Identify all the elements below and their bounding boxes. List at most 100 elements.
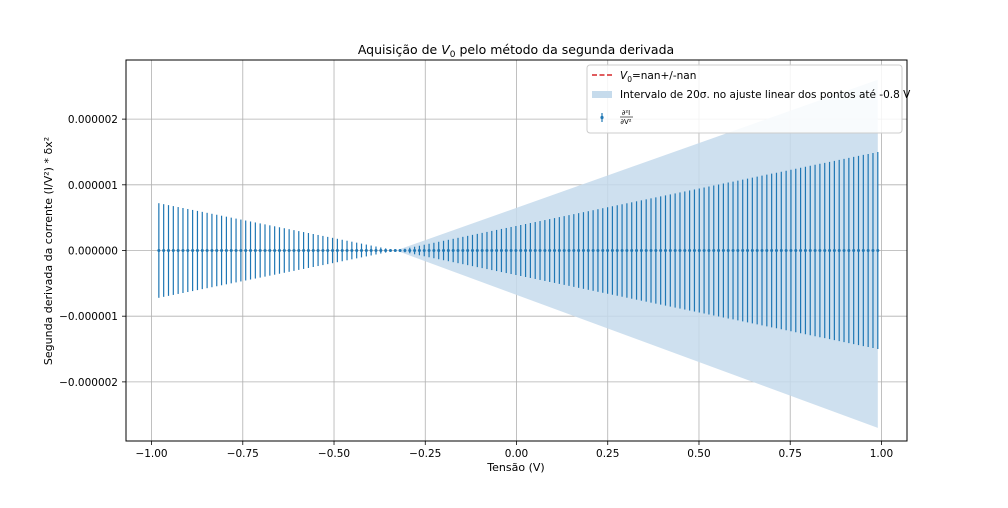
data-point: [432, 249, 436, 252]
data-point: [586, 249, 590, 252]
data-point: [799, 249, 803, 252]
data-point: [553, 249, 557, 252]
data-point: [828, 249, 832, 252]
data-point: [779, 249, 783, 252]
data-point: [210, 249, 214, 252]
legend-v0-label: V0=nan+/-nan: [620, 70, 696, 84]
data-point: [731, 249, 735, 252]
data-point: [702, 249, 706, 252]
data-point: [427, 249, 431, 252]
data-point: [741, 249, 745, 252]
data-point: [350, 249, 354, 252]
data-point: [239, 249, 243, 252]
chart-title: Aquisição de V0 pelo método da segunda d…: [358, 42, 674, 60]
data-point: [524, 249, 528, 252]
legend-band-swatch: [592, 91, 612, 98]
y-tick-label: 0.000002: [68, 114, 118, 126]
data-point: [601, 249, 605, 252]
data-point: [615, 249, 619, 252]
data-point: [499, 249, 503, 252]
data-point: [273, 249, 277, 252]
data-point: [774, 249, 778, 252]
x-tick-label: 0.25: [596, 448, 619, 460]
data-point: [461, 249, 465, 252]
data-point: [326, 249, 330, 252]
data-point: [673, 249, 677, 252]
data-point: [249, 249, 253, 252]
data-point: [408, 249, 412, 252]
x-tick-label: 0.75: [779, 448, 802, 460]
data-point: [321, 249, 325, 252]
data-point: [205, 249, 209, 252]
data-point: [548, 249, 552, 252]
x-axis-label: Tensão (V): [486, 461, 544, 474]
data-point: [668, 249, 672, 252]
data-point: [823, 249, 827, 252]
data-point: [176, 249, 180, 252]
data-point: [832, 249, 836, 252]
data-point: [369, 249, 373, 252]
data-point: [364, 249, 368, 252]
data-point: [876, 249, 880, 252]
x-tick-label: 0.50: [687, 448, 710, 460]
data-point: [581, 249, 585, 252]
data-point: [181, 249, 185, 252]
legend-points-numerator: ∂²I: [622, 109, 631, 117]
data-point: [162, 249, 166, 252]
legend-points-denominator: ∂V²: [620, 118, 631, 126]
data-point: [258, 249, 262, 252]
data-point: [417, 249, 421, 252]
data-point: [282, 249, 286, 252]
data-point: [567, 249, 571, 252]
data-point: [519, 249, 523, 252]
data-point: [277, 249, 281, 252]
data-point: [166, 249, 170, 252]
data-point: [442, 249, 446, 252]
data-point: [794, 249, 798, 252]
data-point: [591, 249, 595, 252]
confidence-band-layer: [158, 79, 878, 428]
data-point: [398, 249, 402, 252]
data-point: [379, 249, 383, 252]
data-point: [446, 249, 450, 252]
data-point: [263, 249, 267, 252]
data-point: [456, 249, 460, 252]
data-point: [186, 249, 190, 252]
data-points-layer: [157, 249, 880, 252]
data-point: [504, 249, 508, 252]
data-point: [577, 249, 581, 252]
data-point: [195, 249, 199, 252]
data-point: [220, 249, 224, 252]
data-point: [712, 249, 716, 252]
x-tick-label: −0.75: [227, 448, 259, 460]
data-point: [750, 249, 754, 252]
data-point: [678, 249, 682, 252]
data-point: [316, 249, 320, 252]
data-point: [437, 249, 441, 252]
data-point: [403, 249, 407, 252]
data-point: [485, 249, 489, 252]
data-point: [422, 249, 426, 252]
x-tick-label: −0.25: [409, 448, 441, 460]
x-tick-label: 1.00: [870, 448, 893, 460]
data-point: [466, 249, 470, 252]
data-point: [857, 249, 861, 252]
data-point: [760, 249, 764, 252]
data-point: [852, 249, 856, 252]
data-point: [630, 249, 634, 252]
data-point: [514, 249, 518, 252]
data-point: [861, 249, 865, 252]
plot-area: [125, 59, 908, 442]
data-point: [374, 249, 378, 252]
data-point: [268, 249, 272, 252]
y-tick-label: 0.000000: [68, 246, 118, 258]
data-point: [649, 249, 653, 252]
data-point: [557, 249, 561, 252]
data-point: [495, 249, 499, 252]
data-point: [770, 249, 774, 252]
data-point: [388, 249, 392, 252]
data-point: [765, 249, 769, 252]
data-point: [475, 249, 479, 252]
data-point: [413, 249, 417, 252]
